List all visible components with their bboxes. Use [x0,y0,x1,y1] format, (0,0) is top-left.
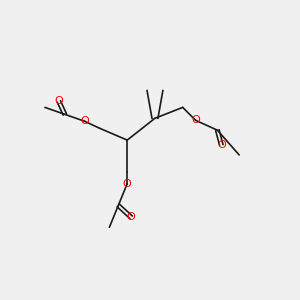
Text: O: O [191,115,200,125]
Text: O: O [217,140,226,150]
Text: O: O [55,97,63,106]
Text: O: O [123,179,132,189]
Text: O: O [127,212,136,222]
Text: O: O [80,116,89,126]
